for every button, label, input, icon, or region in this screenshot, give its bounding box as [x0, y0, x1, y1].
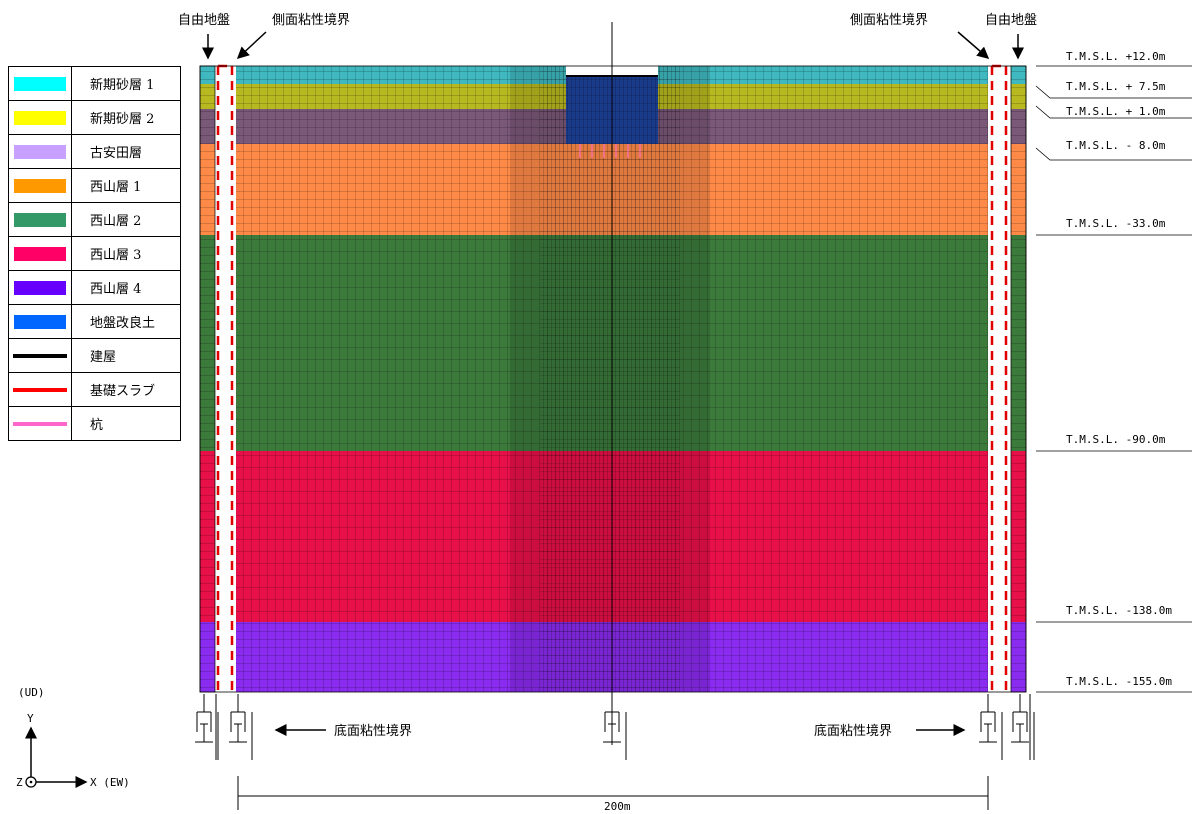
legend-table: 新期砂層 1 新期砂層 2 古安田層 西山層 1 西山層 2 西山層 3 西山層 4 地盤改良…	[8, 66, 181, 441]
legend-label: 新期砂層 1	[71, 66, 181, 101]
level-label: T.M.S.L. -155.0m	[1066, 675, 1172, 688]
bottom-boundary-left-label: 底面粘性境界	[334, 723, 412, 739]
x-axis-label: X (EW)	[90, 776, 130, 789]
level-label: T.M.S.L. + 7.5m	[1066, 80, 1166, 93]
level-leader-line	[1035, 147, 1192, 161]
side-boundary-right-label: 側面粘性境界	[850, 13, 928, 28]
legend-color-swatch	[14, 144, 66, 159]
level-label: T.M.S.L. -33.0m	[1066, 217, 1166, 230]
dashpot-icon	[603, 694, 627, 760]
legend-row: 杭	[8, 406, 181, 441]
building-area	[566, 22, 658, 745]
level-label: T.M.S.L. +12.0m	[1066, 50, 1166, 63]
z-axis-label: Z	[16, 776, 23, 789]
ud-label: (UD)	[18, 686, 45, 699]
legend-color-swatch	[14, 212, 66, 227]
level-leader-line	[1035, 105, 1192, 119]
legend-label: 新期砂層 2	[71, 100, 181, 135]
dashpot-icon	[1011, 694, 1035, 760]
level-label: T.M.S.L. + 1.0m	[1066, 105, 1166, 118]
free-ground-left	[199, 65, 216, 693]
free-ground-right	[1010, 65, 1027, 693]
level-leader-line	[1035, 85, 1192, 99]
dashpot-icon	[229, 694, 253, 760]
dashpot-icon	[979, 694, 1003, 760]
legend-row: 西山層 4	[8, 270, 181, 305]
width-dimension	[237, 776, 989, 810]
level-label: T.M.S.L. -90.0m	[1066, 433, 1166, 446]
side-boundary-left-label: 側面粘性境界	[272, 13, 350, 28]
legend-label: 杭	[71, 406, 181, 441]
legend-label: 西山層 3	[71, 236, 181, 271]
legend-line-swatch	[13, 387, 67, 392]
axes-indicator: (UD) Y Z X (EW)	[16, 686, 130, 789]
legend-row: 西山層 2	[8, 202, 181, 237]
level-label: T.M.S.L. - 8.0m	[1066, 139, 1166, 152]
legend-row: 地盤改良土	[8, 304, 181, 339]
level-markers	[1035, 65, 1192, 693]
legend-row: 基礎スラブ	[8, 372, 181, 407]
legend-row: 古安田層	[8, 134, 181, 169]
legend-row: 建屋	[8, 338, 181, 373]
free-ground-left-label: 自由地盤	[178, 13, 230, 28]
legend-label: 西山層 1	[71, 168, 181, 203]
piles	[579, 144, 641, 158]
dashpot-icon	[195, 694, 219, 760]
legend-color-swatch	[14, 178, 66, 193]
legend-row: 新期砂層 1	[8, 66, 181, 101]
legend-label: 古安田層	[71, 134, 181, 169]
y-axis-label: Y	[27, 712, 34, 725]
free-ground-right-label: 自由地盤	[985, 13, 1037, 28]
legend-label: 西山層 4	[71, 270, 181, 305]
level-label: T.M.S.L. -138.0m	[1066, 604, 1172, 617]
legend-line-swatch	[13, 421, 67, 426]
legend-label: 西山層 2	[71, 202, 181, 237]
legend-color-swatch	[14, 76, 66, 91]
legend-color-swatch	[14, 110, 66, 125]
bottom-dashpots	[195, 694, 1035, 760]
legend-row: 西山層 1	[8, 168, 181, 203]
legend-row: 新期砂層 2	[8, 100, 181, 135]
legend-color-swatch	[14, 246, 66, 261]
legend-color-swatch	[14, 314, 66, 329]
legend-label: 地盤改良土	[71, 304, 181, 339]
legend-line-swatch	[13, 353, 67, 358]
legend-label: 建屋	[71, 338, 181, 373]
legend-color-swatch	[14, 280, 66, 295]
width-label: 200m	[604, 800, 631, 813]
legend-row: 西山層 3	[8, 236, 181, 271]
bottom-boundary-right-label: 底面粘性境界	[814, 723, 892, 739]
